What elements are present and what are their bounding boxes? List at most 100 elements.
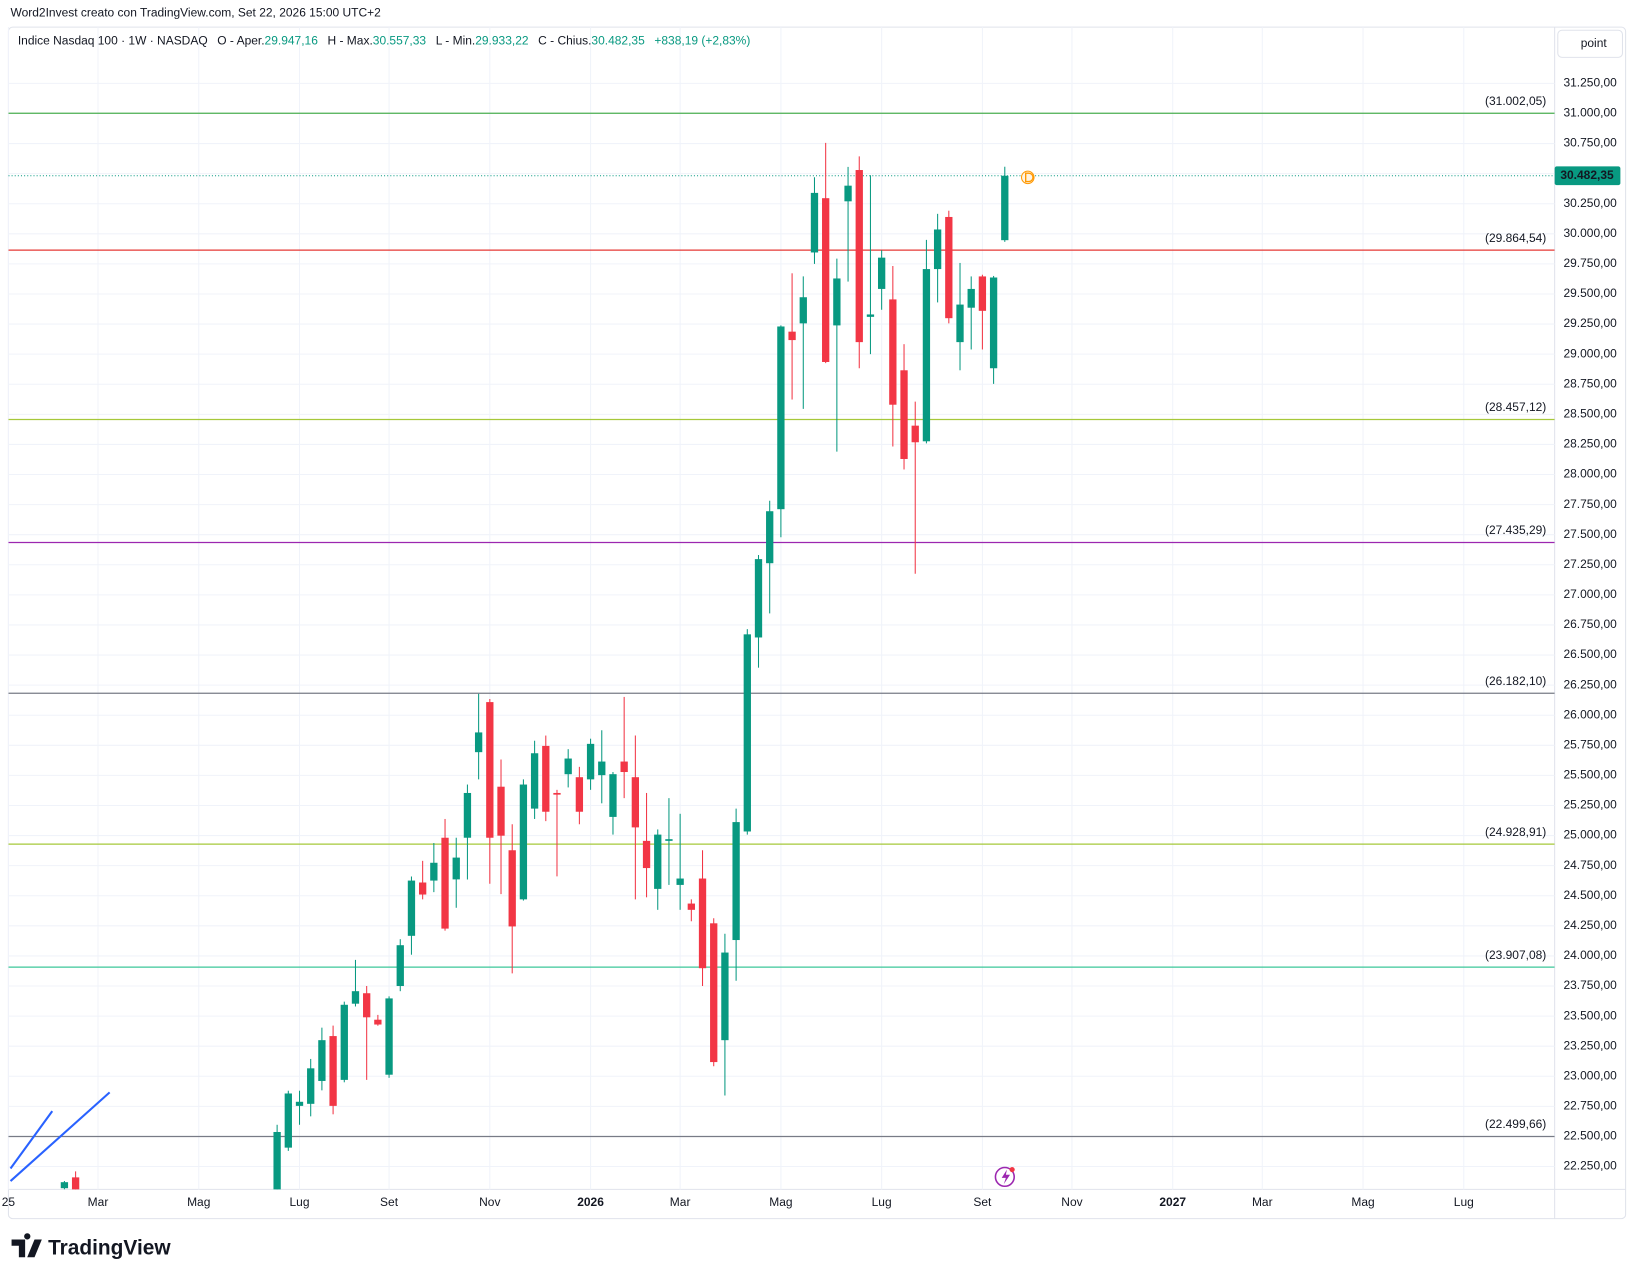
- candle-body: [978, 276, 987, 311]
- candle-body: [441, 837, 449, 929]
- candle-body: [374, 1019, 382, 1025]
- candle-body: [452, 857, 460, 880]
- scale-button[interactable]: point: [1557, 29, 1623, 58]
- y-tick-label: 24.250,00: [1563, 918, 1617, 932]
- candle-body: [721, 952, 729, 1041]
- x-tick-label: Nov: [1061, 1195, 1082, 1209]
- event-marker-dot: [1009, 1166, 1015, 1173]
- candle-body: [922, 269, 931, 442]
- x-tick-label: Mar: [88, 1195, 109, 1209]
- candle-body: [799, 297, 807, 324]
- candle-body: [329, 1036, 337, 1106]
- level-label: (28.457,12): [1485, 400, 1546, 414]
- y-tick-label: 31.000,00: [1563, 106, 1617, 120]
- candle-body: [710, 923, 718, 1063]
- candle-body: [933, 229, 942, 270]
- y-tick-label: 25.500,00: [1563, 768, 1617, 782]
- x-tick-label: Mag: [1351, 1195, 1374, 1209]
- y-tick-label: 24.500,00: [1563, 888, 1617, 902]
- candle-body: [486, 702, 494, 838]
- legend-change: +838,19 (+2,83%): [654, 34, 750, 48]
- candle-body: [654, 834, 662, 889]
- candle-body: [687, 903, 695, 910]
- candle-body: [71, 1177, 80, 1190]
- level-label: (23.907,08): [1485, 948, 1546, 962]
- y-tick-label: 28.750,00: [1563, 376, 1617, 390]
- candle-body: [777, 326, 785, 510]
- x-tick-label: Mag: [769, 1195, 792, 1209]
- axes: 22.250,00 22.500,00 22.750,00 23.000,00 23.2…: [2, 76, 1621, 1209]
- y-tick-label: 26.000,00: [1563, 707, 1617, 721]
- event-marker-glyph: [1001, 1169, 1011, 1185]
- y-tick-label: 30.250,00: [1563, 196, 1617, 210]
- y-tick-label: 26.250,00: [1563, 677, 1617, 691]
- scale-button-label[interactable]: point: [1581, 36, 1608, 50]
- candle-body: [743, 634, 751, 832]
- candle-body: [586, 743, 595, 780]
- candle-body: [956, 304, 964, 343]
- y-tick-label: 30.750,00: [1563, 136, 1617, 150]
- candles: [60, 142, 1009, 1190]
- candle-body: [307, 1068, 315, 1104]
- y-tick-label: 22.750,00: [1563, 1099, 1617, 1113]
- y-tick-label: 28.500,00: [1563, 407, 1617, 421]
- candle-body: [430, 862, 438, 881]
- legend: Indice Nasdaq 100 · 1W · NASDAQ O - Aper…: [18, 34, 751, 48]
- y-tick-label: 26.750,00: [1563, 617, 1617, 631]
- last-price-label: 30.482,35: [1560, 168, 1614, 182]
- candle-body: [766, 511, 774, 564]
- candle-body: [530, 753, 539, 809]
- logo[interactable]: TradingView: [11, 1233, 172, 1259]
- x-tick-label: Mar: [1252, 1195, 1273, 1209]
- y-tick-label: 22.500,00: [1563, 1129, 1617, 1143]
- y-tick-label: 29.000,00: [1563, 346, 1617, 360]
- candle-body: [508, 850, 516, 927]
- candle-body: [810, 192, 819, 253]
- y-tick-label: 25.750,00: [1563, 737, 1617, 751]
- candle-body: [631, 777, 640, 828]
- dividend-marker-glyph: [1025, 172, 1034, 183]
- last-price-tag: [1554, 166, 1621, 186]
- x-tick-label: Nov: [479, 1195, 500, 1209]
- candle-body: [363, 993, 371, 1018]
- watermark: Word2Invest creato con TradingView.com, …: [11, 6, 382, 20]
- candle-body: [822, 198, 830, 362]
- candle-body: [60, 1182, 69, 1189]
- x-tick-label: Lug: [1454, 1195, 1474, 1209]
- candle-body: [295, 1101, 304, 1106]
- candle-body: [553, 792, 561, 795]
- candle-body: [833, 278, 841, 326]
- candle-body: [609, 774, 617, 817]
- candle-body: [407, 880, 416, 936]
- y-tick-label: 23.750,00: [1563, 978, 1617, 992]
- scale-button-box[interactable]: [1557, 29, 1623, 58]
- x-tick-label: 2026: [577, 1195, 604, 1209]
- candle-body: [564, 758, 572, 775]
- candle-body: [519, 784, 528, 900]
- y-tick-label: 31.250,00: [1563, 76, 1617, 90]
- candle-body: [542, 745, 550, 812]
- candle-body: [855, 170, 863, 343]
- x-tick-label: Mar: [670, 1195, 691, 1209]
- y-tick-label: 29.750,00: [1563, 256, 1617, 270]
- x-tick-label: 25: [2, 1195, 16, 1209]
- x-tick-label: Lug: [872, 1195, 892, 1209]
- candle-body: [754, 559, 763, 638]
- trend-line[interactable]: [9, 1110, 54, 1170]
- x-tick-label: Lug: [290, 1195, 310, 1209]
- y-tick-label: 27.000,00: [1563, 587, 1617, 601]
- legend-open-label: O - Aper.: [217, 34, 264, 48]
- candle-body: [273, 1131, 281, 1190]
- level-label: (29.864,54): [1485, 231, 1546, 245]
- level-label: (26.182,10): [1485, 674, 1546, 688]
- candle-body: [732, 822, 740, 941]
- y-tick-label: 29.500,00: [1563, 286, 1617, 300]
- candle-body: [497, 786, 505, 836]
- y-tick-label: 28.000,00: [1563, 467, 1617, 481]
- legend-high-label: H - Max.: [328, 34, 373, 48]
- y-tick-label: 27.750,00: [1563, 497, 1617, 511]
- trend-line[interactable]: [9, 1091, 111, 1182]
- candle-body: [396, 945, 404, 987]
- candle-body: [418, 882, 427, 895]
